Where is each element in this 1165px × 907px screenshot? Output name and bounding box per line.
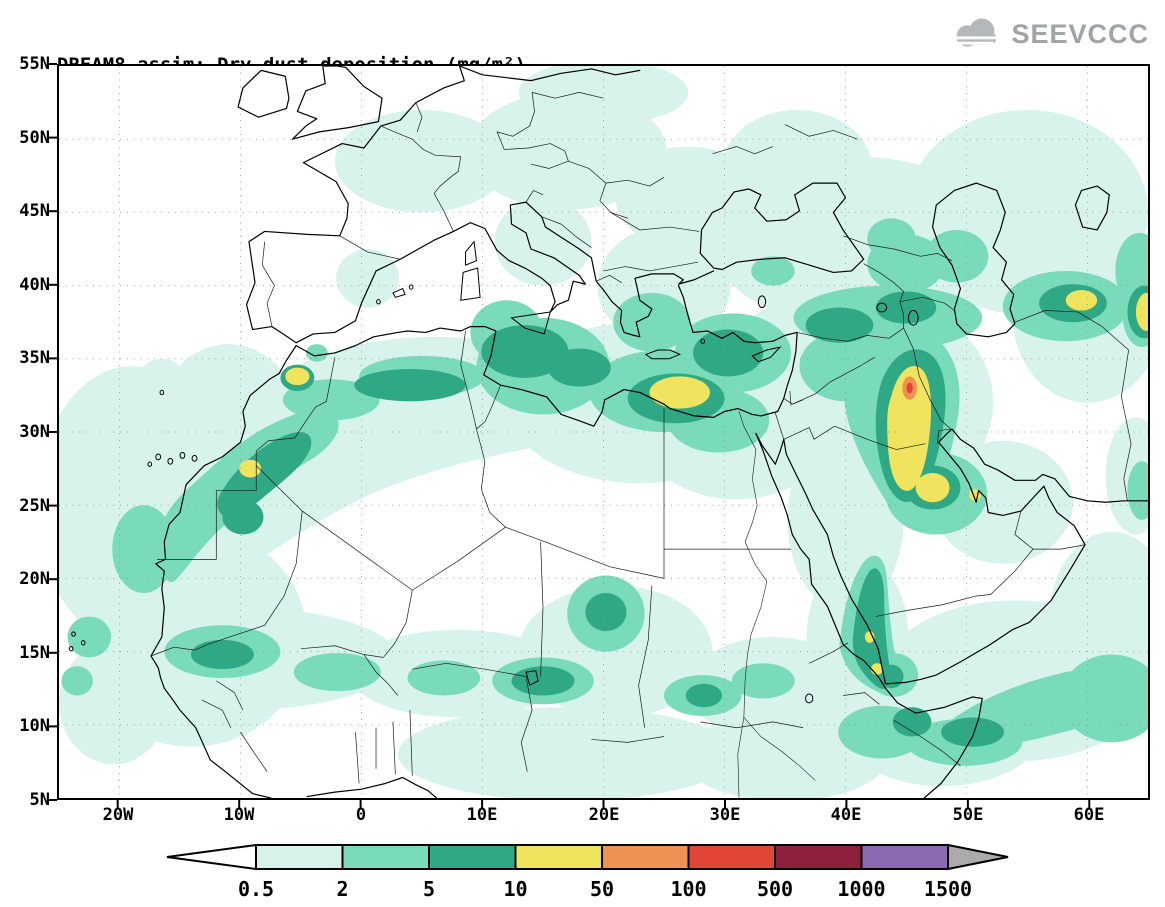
dust-level-10-50 (239, 289, 1148, 676)
x-tick-label: 0 (355, 805, 367, 825)
x-tick-label: 20W (102, 805, 134, 825)
map-canvas (59, 66, 1148, 798)
y-tick-label: 35N (19, 348, 50, 368)
map-frame (57, 64, 1150, 800)
y-tick-label: 30N (19, 422, 50, 442)
legend: 0.5 2 5 10 50 100 500 1000 1500 (166, 843, 1009, 901)
legend-label: 50 (590, 877, 614, 901)
legend-label: 2 (336, 877, 348, 901)
legend-label: 100 (670, 877, 706, 901)
legend-segment-500-1000 (774, 844, 863, 870)
seevccc-logo: SEEVCCC (947, 16, 1149, 52)
legend-label: 1000 (837, 877, 885, 901)
legend-segment-10-50 (514, 844, 603, 870)
legend-bar (166, 843, 1009, 871)
legend-label: 10 (503, 877, 527, 901)
cloud-icon (954, 18, 999, 47)
legend-overflow-arrow (947, 843, 1009, 871)
y-tick-label: 25N (19, 496, 50, 516)
legend-segment-1000-1500 (860, 844, 949, 870)
logo-text: SEEVCCC (1011, 18, 1149, 49)
rivers-layer (526, 296, 918, 798)
y-tick-label: 55N (19, 54, 50, 74)
y-tick-label: 40N (19, 275, 50, 295)
legend-segment-100-500 (687, 844, 776, 870)
coastlines-layer (69, 66, 1148, 798)
dust-level-100-500 (906, 382, 913, 394)
x-tick-label: 60E (1073, 805, 1105, 825)
legend-label: 0.5 (238, 877, 274, 901)
x-tick-label: 50E (952, 805, 984, 825)
x-tick-label: 20E (588, 805, 620, 825)
y-tick-label: 5N (29, 790, 50, 810)
y-tick-label: 20N (19, 569, 50, 589)
legend-labels: 0.5 2 5 10 50 100 500 1000 1500 (238, 877, 972, 901)
legend-label: 5 (423, 877, 435, 901)
legend-segment-50-100 (601, 844, 690, 870)
legend-underflow-arrow (166, 843, 257, 871)
x-tick-label: 10E (466, 805, 498, 825)
y-tick-label: 45N (19, 201, 50, 221)
legend-segment-0.5-2 (255, 844, 344, 870)
x-tick-label: 30E (709, 805, 741, 825)
y-tick-label: 15N (19, 643, 50, 663)
legend-label: 500 (757, 877, 793, 901)
legend-segment-5-10 (428, 844, 517, 870)
borders-layer (151, 92, 1131, 783)
legend-label: 1500 (924, 877, 972, 901)
legend-segment-2-5 (341, 844, 430, 870)
gridlines-layer (59, 66, 1148, 798)
y-tick-label: 10N (19, 716, 50, 736)
x-tick-label: 10W (223, 805, 255, 825)
x-tick-label: 40E (830, 805, 862, 825)
y-tick-label: 50N (19, 128, 50, 148)
